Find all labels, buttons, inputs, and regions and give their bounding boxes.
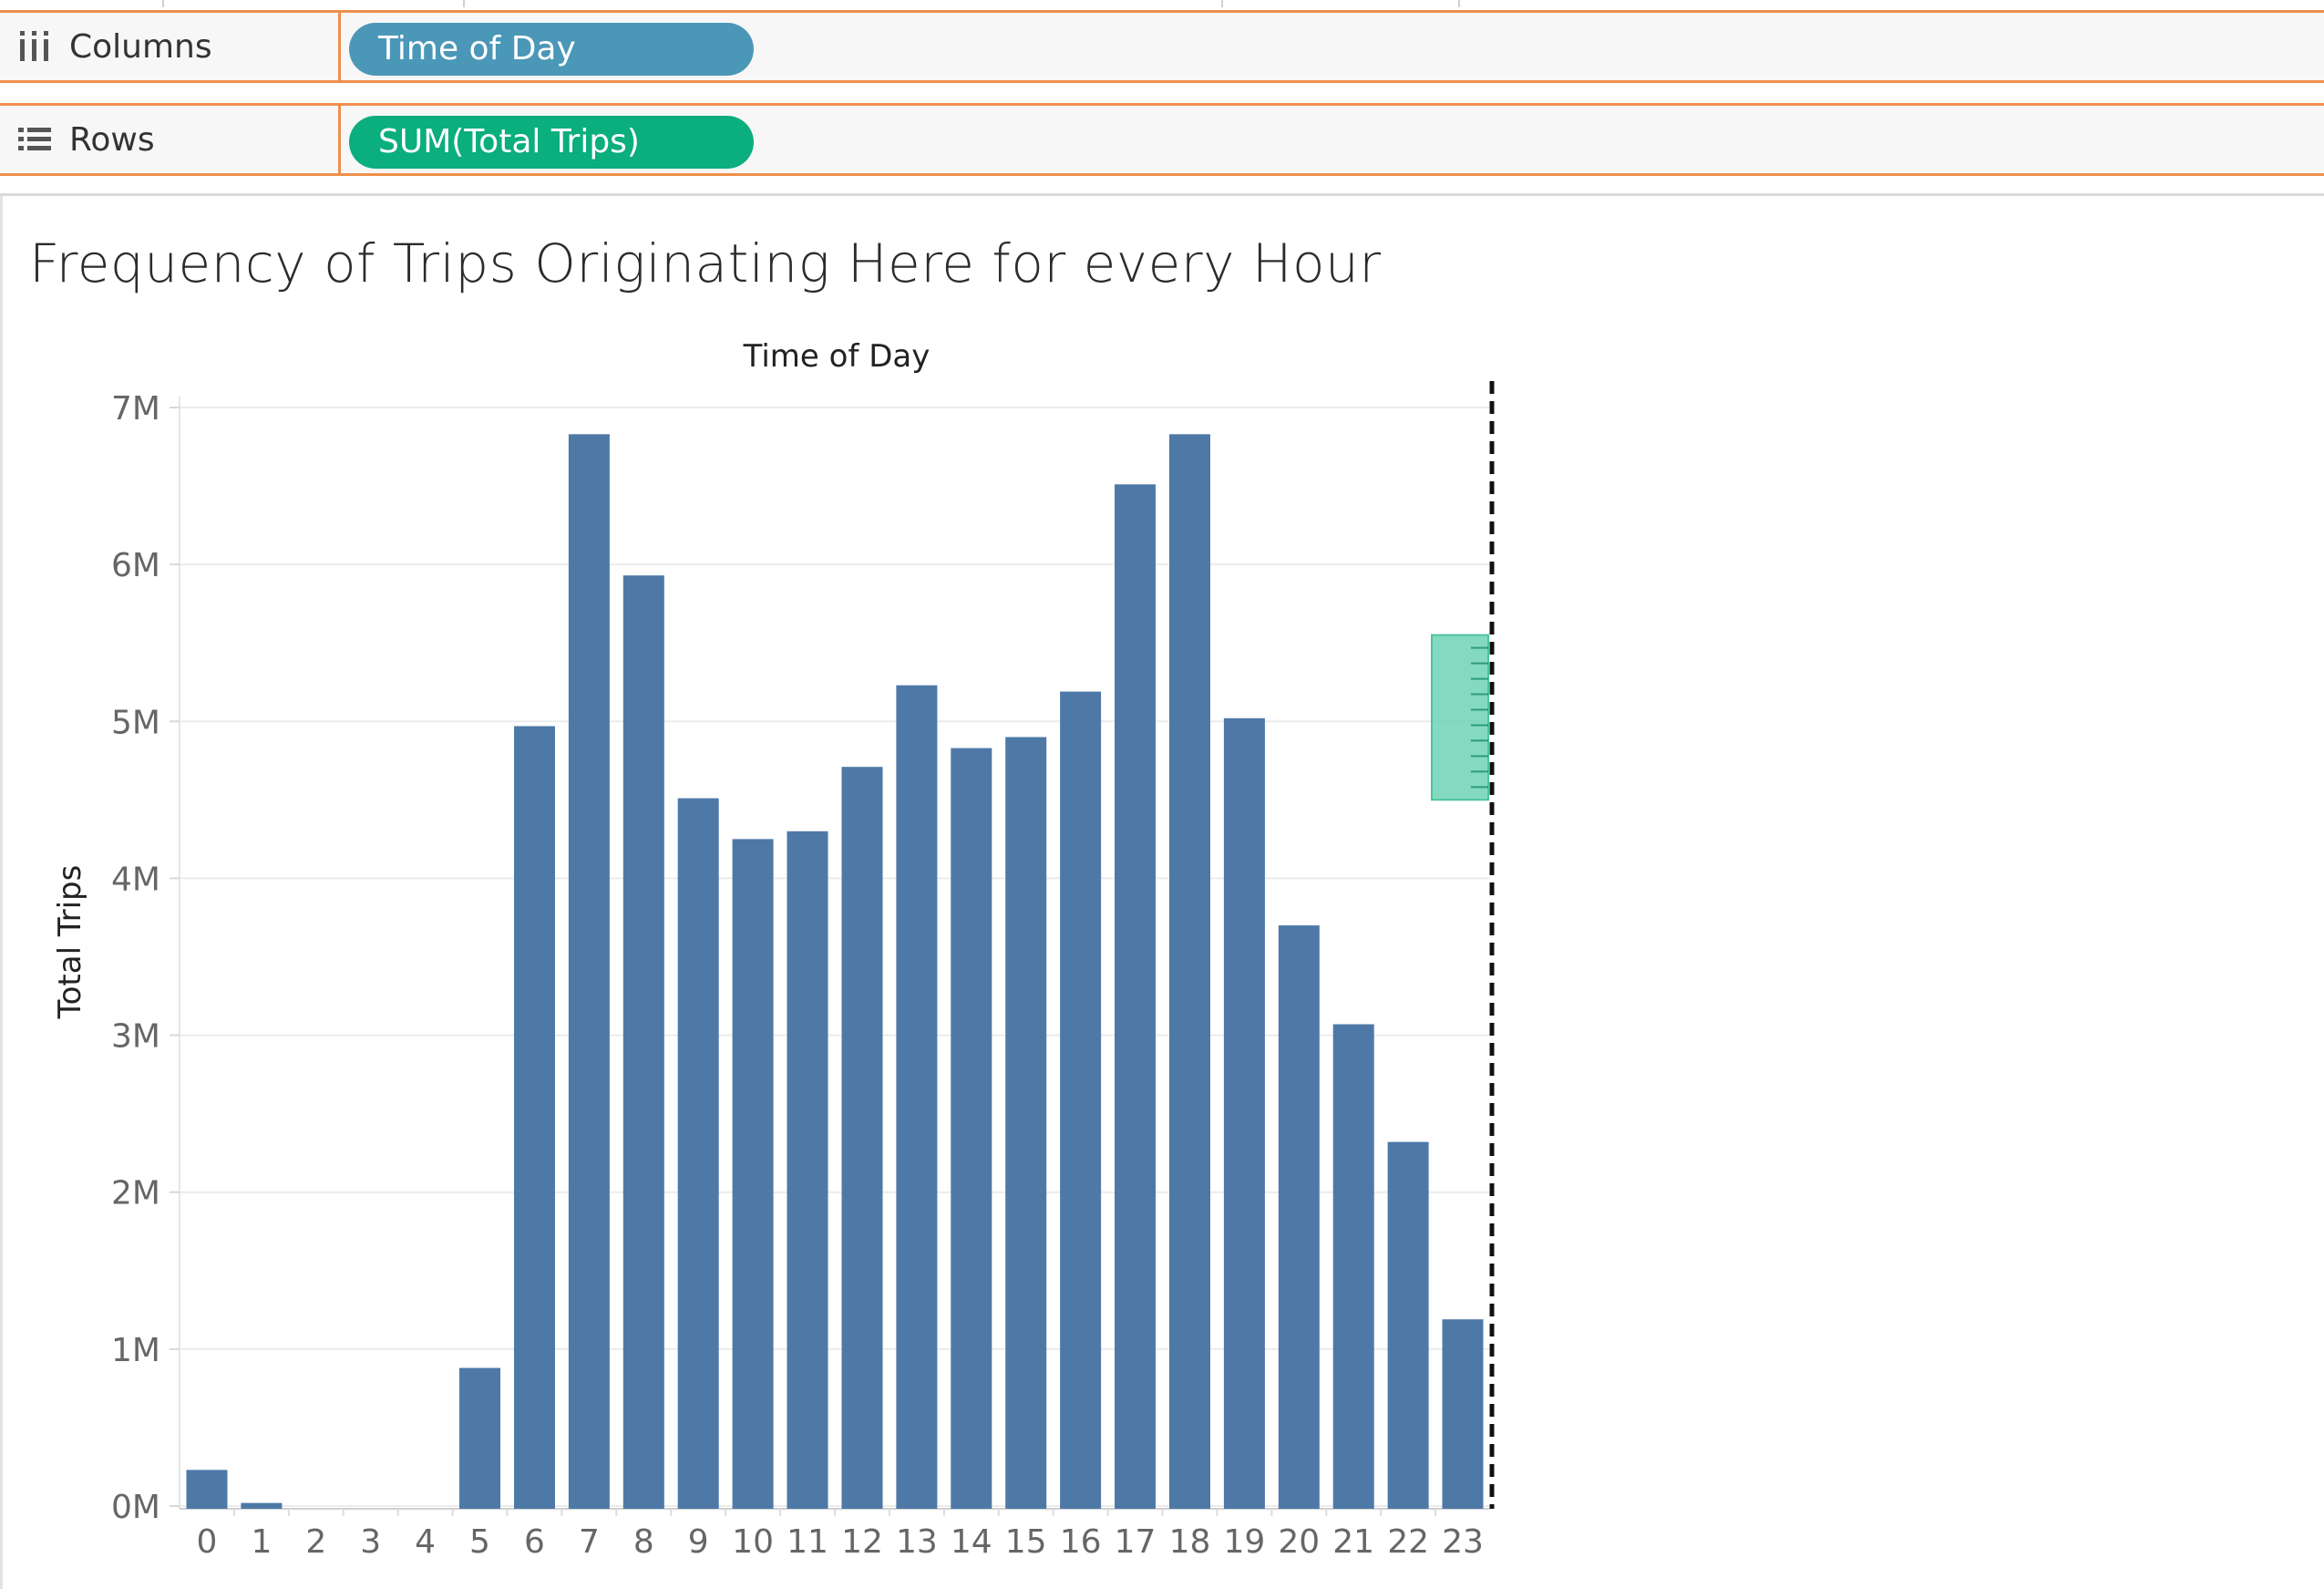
bars <box>186 434 1484 1509</box>
x-tick-label-10: 10 <box>732 1523 774 1561</box>
rows-label: Rows <box>69 120 155 159</box>
x-tick-label-12: 12 <box>841 1523 883 1561</box>
columns-shelf[interactable]: Columns Time of Day <box>0 10 2324 83</box>
bar-0 <box>186 1470 228 1509</box>
x-tick-label-4: 4 <box>415 1523 436 1561</box>
y-tick-label: 2M <box>111 1175 160 1212</box>
x-tick-label-9: 9 <box>688 1523 709 1561</box>
bar-7 <box>568 434 610 1509</box>
bar-12 <box>841 767 883 1509</box>
bar-18 <box>1169 434 1210 1509</box>
sheet-left-border <box>0 195 3 1589</box>
bar-20 <box>1278 925 1320 1509</box>
y-axis-ticks: 0M 1M 2M 3M 4M 5M 6M 7M <box>111 390 180 1526</box>
x-tick-label-15: 15 <box>1005 1523 1047 1561</box>
x-tick-label-6: 6 <box>524 1523 545 1561</box>
bar-10 <box>732 839 774 1509</box>
bar-6 <box>514 726 555 1509</box>
x-tick-label-19: 19 <box>1223 1523 1265 1561</box>
columns-label: Columns <box>69 27 212 66</box>
y-tick-label: 5M <box>111 704 160 741</box>
bar-16 <box>1060 691 1102 1509</box>
bar-19 <box>1223 717 1265 1509</box>
x-tick-label-16: 16 <box>1060 1523 1102 1561</box>
sum-total-trips-pill[interactable]: SUM(Total Trips) <box>349 116 754 169</box>
x-tick-label-0: 0 <box>197 1523 218 1561</box>
top-ruler <box>0 0 2324 8</box>
y-tick-label: 6M <box>111 547 160 584</box>
bar-17 <box>1115 484 1156 1509</box>
y-tick-label: 1M <box>111 1332 160 1369</box>
x-tick-label-14: 14 <box>951 1523 992 1561</box>
x-tick-label-13: 13 <box>896 1523 938 1561</box>
bar-15 <box>1005 737 1047 1509</box>
y-tick-label: 7M <box>111 390 160 428</box>
y-tick-label: 3M <box>111 1018 160 1056</box>
bar-23 <box>1442 1319 1484 1509</box>
bar-8 <box>622 575 664 1509</box>
columns-shelf-label: Columns <box>0 13 341 80</box>
y-axis-title: Total Trips <box>52 865 88 1020</box>
x-tick-label-1: 1 <box>251 1523 272 1561</box>
x-tick-label-11: 11 <box>787 1523 828 1561</box>
bar-21 <box>1332 1024 1374 1509</box>
drop-ghost-box <box>1431 634 1489 801</box>
bar-5 <box>459 1367 500 1509</box>
bar-14 <box>951 748 992 1509</box>
columns-shelf-icon <box>20 31 48 61</box>
chart-title: Frequency of Trips Originating Here for … <box>29 232 1382 294</box>
x-tick-label-5: 5 <box>469 1523 490 1561</box>
x-tick-label-2: 2 <box>305 1523 326 1561</box>
drop-indicator <box>1431 381 1495 1509</box>
x-tick-label-22: 22 <box>1387 1523 1429 1561</box>
x-tick-label-3: 3 <box>360 1523 381 1561</box>
rows-shelf-icon <box>18 128 51 150</box>
x-tick-label-17: 17 <box>1115 1523 1157 1561</box>
y-tick-label: 0M <box>111 1489 160 1526</box>
bar-11 <box>787 831 828 1509</box>
x-tick-label-20: 20 <box>1278 1523 1320 1561</box>
y-tick-label: 4M <box>111 861 160 898</box>
x-axis-ticks: 0 1 2 3 4 5 6 7 8 9 10 11 12 13 14 15 16 17 18 19 20 21 22 23 <box>197 1509 1484 1561</box>
x-tick-label-21: 21 <box>1332 1523 1374 1561</box>
rows-shelf-label: Rows <box>0 106 341 173</box>
bar-22 <box>1387 1141 1429 1509</box>
sheet-divider <box>0 193 2324 196</box>
rows-shelf[interactable]: Rows SUM(Total Trips) <box>0 103 2324 176</box>
time-of-day-pill[interactable]: Time of Day <box>349 23 754 76</box>
x-axis-title: Time of Day <box>743 338 931 375</box>
bar-9 <box>677 798 719 1509</box>
bar-1 <box>241 1502 283 1509</box>
x-tick-label-23: 23 <box>1442 1523 1484 1561</box>
x-tick-label-7: 7 <box>579 1523 600 1561</box>
x-tick-label-8: 8 <box>633 1523 654 1561</box>
bar-13 <box>896 685 938 1509</box>
x-tick-label-18: 18 <box>1169 1523 1211 1561</box>
